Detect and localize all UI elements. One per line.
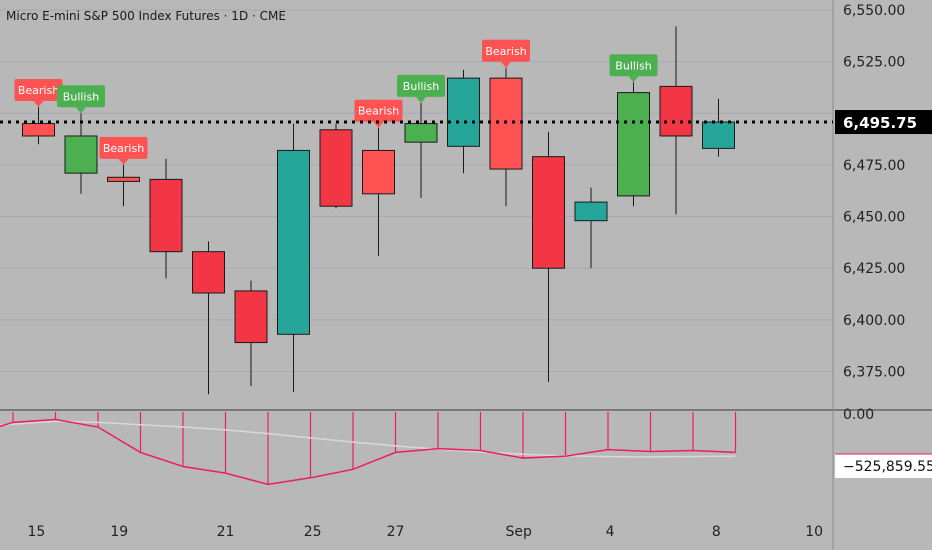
x-tick-label: 10 — [805, 524, 823, 540]
candle-body[interactable] — [64, 135, 98, 174]
indicator-line — [0, 418, 736, 486]
indicator-signal-line — [0, 420, 736, 458]
candle-body[interactable] — [617, 92, 650, 197]
signal-badge — [609, 54, 658, 77]
signal-badge-pointer — [76, 107, 86, 114]
candle-body[interactable] — [574, 201, 608, 222]
candle-body[interactable] — [659, 85, 693, 137]
signal-badge-pointer — [501, 61, 511, 68]
x-tick-label: 27 — [387, 524, 405, 540]
indicator-value-tag — [835, 454, 932, 478]
x-tick-label: 25 — [304, 524, 322, 540]
chart-title: Micro E-mini S&P 500 Index Futures · 1D … — [6, 9, 286, 23]
signal-badge-label: Bearish — [358, 105, 399, 118]
signal-badge — [354, 99, 403, 122]
candle-body[interactable] — [702, 121, 735, 149]
signal-badge-label: Bearish — [18, 84, 59, 97]
y-tick-label: 6,425.00 — [843, 261, 905, 277]
candle-body[interactable] — [234, 290, 268, 344]
y-tick-label: 6,475.00 — [843, 158, 905, 174]
candle-body[interactable] — [192, 251, 225, 294]
x-tick-label: 21 — [217, 524, 235, 540]
x-tick-label: 15 — [27, 524, 45, 540]
signal-badge-pointer — [628, 76, 639, 83]
candle-body[interactable] — [22, 123, 55, 137]
y-tick-label: 6,375.00 — [843, 365, 905, 381]
signal-badge-label: Bullish — [615, 59, 651, 72]
x-tick-label: 19 — [110, 524, 128, 540]
y-tick-label: 6,450.00 — [843, 210, 905, 226]
signal-badge — [99, 136, 148, 159]
x-tick-label: Sep — [506, 524, 533, 540]
indicator-value-label: −525,859.55 — [843, 459, 932, 475]
candle-body[interactable] — [404, 123, 438, 143]
signal-badge-label: Bullish — [403, 80, 439, 93]
x-tick-label: 4 — [606, 524, 615, 540]
signal-badge — [482, 39, 530, 62]
signal-badge — [14, 79, 63, 102]
signal-badge-pointer — [118, 158, 129, 165]
candle-body[interactable] — [489, 77, 523, 170]
y-tick-label: 6,400.00 — [843, 313, 905, 329]
signal-badge — [397, 74, 445, 97]
y-tick-label: 6,525.00 — [843, 55, 905, 71]
candle-body[interactable] — [149, 178, 183, 253]
indicator-zero-label: 0.00 — [843, 407, 874, 423]
signal-badge-label: Bullish — [63, 90, 99, 103]
signal-badge-label: Bearish — [103, 142, 144, 155]
candle-body[interactable] — [362, 149, 395, 195]
candle-body[interactable] — [319, 129, 353, 207]
candle-body[interactable] — [447, 77, 480, 147]
signal-badge-pointer — [416, 96, 426, 103]
y-tick-label: 6,550.00 — [843, 3, 905, 19]
candle-body[interactable] — [532, 156, 565, 269]
last-price-tag — [835, 110, 932, 135]
signal-badge-pointer — [33, 101, 44, 108]
candle-body[interactable] — [277, 149, 310, 335]
signal-badge-label: Bearish — [485, 45, 526, 58]
candle-body[interactable] — [107, 176, 140, 182]
signal-badge — [57, 85, 105, 108]
x-tick-label: 8 — [712, 524, 721, 540]
last-price-label: 6,495.75 — [843, 114, 917, 132]
